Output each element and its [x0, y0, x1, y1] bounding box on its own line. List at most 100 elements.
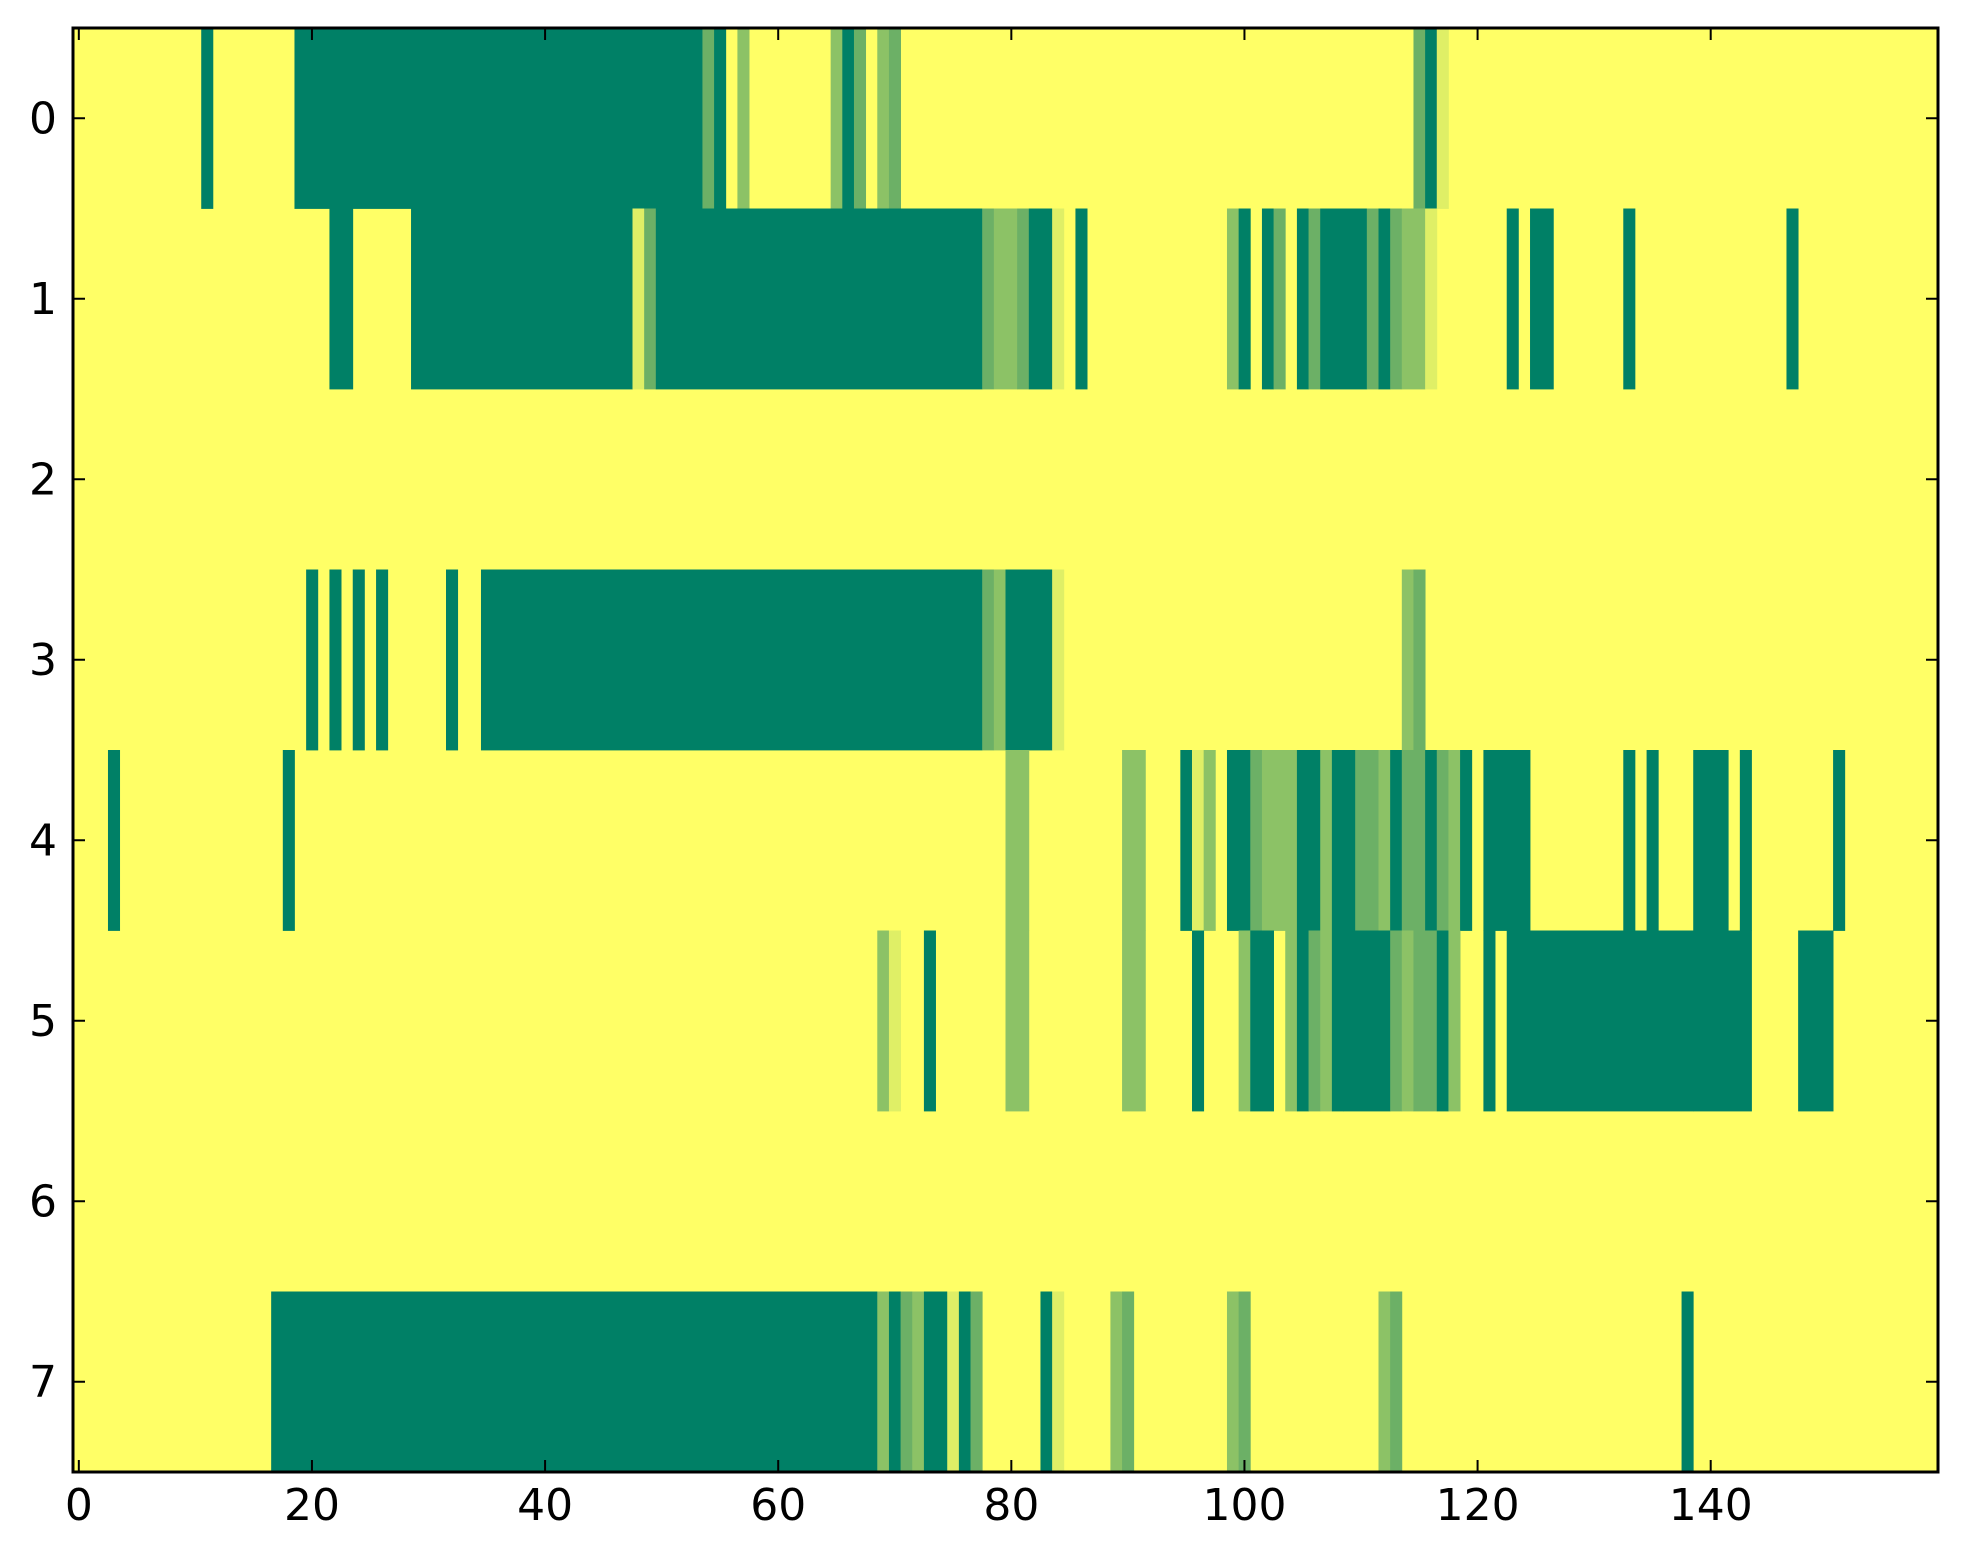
heatmap-cell: [888, 28, 901, 209]
heatmap-cell: [411, 208, 633, 390]
heatmap-cell: [982, 569, 995, 751]
heatmap-cell: [1320, 750, 1333, 931]
heatmap-cell: [1180, 750, 1193, 931]
heatmap-cell: [1425, 750, 1438, 931]
heatmap-cell: [1413, 930, 1438, 1112]
heatmap-cell: [923, 930, 936, 1112]
heatmap-cell: [1413, 28, 1426, 209]
heatmap-cell: [1308, 208, 1321, 390]
heatmap-cell: [329, 569, 342, 751]
heatmap-cell: [1238, 1291, 1251, 1473]
heatmap-cell: [842, 28, 855, 209]
heatmap-cell: [1390, 1291, 1403, 1473]
heatmap-cell: [1203, 750, 1216, 931]
heatmap-cell: [480, 569, 983, 751]
heatmap-cell: [1623, 750, 1636, 931]
heatmap-cell: [1296, 750, 1321, 931]
heatmap-cell: [1122, 930, 1146, 1112]
heatmap-cell: [958, 1291, 971, 1473]
tick-labels: 0 20 40 60 80 100 120 140 0 1 2 3 4 5 6 7: [29, 93, 1753, 1531]
heatmap-cell: [1460, 750, 1473, 931]
x-tick-label: 120: [1436, 1480, 1520, 1531]
heatmap-cell: [1122, 1291, 1135, 1473]
heatmap-cell: [1506, 930, 1694, 1112]
heatmap-cell: [201, 28, 214, 209]
heatmap-cell: [1250, 750, 1263, 931]
heatmap-cell: [1226, 208, 1240, 390]
heatmap-cell: [376, 569, 389, 751]
heatmap-cell: [1320, 930, 1333, 1112]
heatmap-cell: [1483, 750, 1531, 931]
heatmap-cell: [655, 208, 983, 390]
y-tick-label: 5: [29, 996, 57, 1047]
heatmap-cell: [1017, 208, 1030, 390]
heatmap-cell: [1378, 750, 1391, 931]
heatmap-cell: [923, 1291, 948, 1473]
x-tick-label: 0: [65, 1480, 93, 1531]
heatmap-cell: [947, 1291, 960, 1473]
heatmap-cell: [877, 1291, 890, 1473]
heatmap-cell: [1378, 208, 1391, 390]
heatmap-cell: [1401, 750, 1426, 931]
heatmap-cell: [446, 569, 459, 751]
heatmap-cell: [1448, 750, 1461, 931]
heatmap-cell: [888, 1291, 901, 1473]
heatmap-cell: [1483, 930, 1496, 1112]
heatmap-cell: [1355, 750, 1379, 931]
plot-area: [73, 28, 1938, 1473]
heatmap-cell: [1261, 750, 1298, 931]
heatmap-cell: [1052, 1291, 1065, 1473]
heatmap-cell: [1005, 569, 1053, 751]
heatmap-cell: [1320, 208, 1368, 390]
heatmap-cell: [1028, 208, 1053, 390]
heatmap-cell: [1285, 930, 1298, 1112]
heatmap-cell: [1681, 1291, 1694, 1473]
heatmap-cell: [1646, 750, 1659, 931]
heatmap-cell: [1366, 208, 1379, 390]
heatmap-cell: [107, 750, 121, 931]
heatmap-cell: [1075, 208, 1088, 390]
heatmap-cell: [900, 1291, 913, 1473]
heatmap-cell: [1296, 930, 1309, 1112]
heatmap-cell: [644, 208, 657, 390]
heatmap-cell: [830, 28, 843, 209]
heatmap-cell: [1261, 208, 1274, 390]
heatmap-cell: [877, 930, 890, 1112]
heatmap-cell: [1401, 208, 1426, 390]
axes-frame: [71, 26, 1940, 1474]
heatmap-cell: [1296, 208, 1309, 390]
heatmap-cell: [993, 569, 1006, 751]
heatmap-cell: [1786, 208, 1799, 390]
heatmap-cell: [271, 1291, 878, 1473]
y-tick-label: 0: [29, 93, 57, 144]
x-tick-label: 140: [1669, 1480, 1753, 1531]
heatmap-cell: [1623, 208, 1636, 390]
heatmap-cell: [1390, 750, 1403, 931]
heatmap-cell: [1448, 930, 1461, 1112]
heatmap-cell: [1390, 930, 1403, 1112]
heatmap-cell: [294, 28, 703, 209]
heatmap-cell: [1005, 750, 1030, 931]
heatmap-cell: [877, 28, 890, 209]
heatmap-cell: [1530, 208, 1554, 390]
heatmap-cell: [306, 569, 319, 751]
heatmap-cell: [282, 750, 295, 931]
heatmap-cell: [1040, 1291, 1053, 1473]
heatmap-cell: [1122, 750, 1146, 931]
heatmap-cell: [1052, 569, 1065, 751]
heatmap-cell: [1436, 930, 1449, 1112]
y-tick-label: 1: [29, 274, 57, 325]
x-tick-label: 20: [284, 1480, 340, 1531]
heatmap-cell: [702, 28, 715, 209]
heatmap-cell: [1693, 750, 1729, 931]
heatmap-cell: [1739, 750, 1752, 931]
y-tick-label: 4: [29, 815, 57, 866]
heatmap-cell: [1506, 208, 1519, 390]
heatmap-cell: [1192, 750, 1205, 931]
heatmap-cell: [1226, 750, 1251, 931]
heatmap-cell: [737, 28, 750, 209]
heatmap-cell: [1425, 28, 1438, 209]
heatmap-cell: [1436, 28, 1449, 209]
heatmap-cell: [1308, 930, 1321, 1112]
x-tick-label: 60: [750, 1480, 806, 1531]
